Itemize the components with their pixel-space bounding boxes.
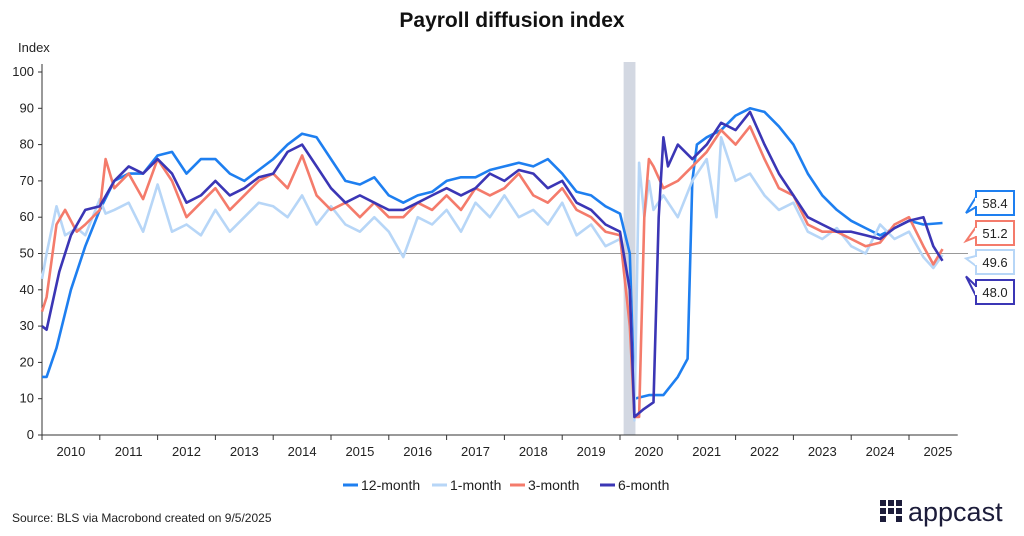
y-tick-label: 70 <box>20 173 34 188</box>
appcast-logo: appcast <box>880 497 1003 527</box>
end-value-label: 58.4 <box>965 190 1015 216</box>
legend-label: 3-month <box>528 477 579 493</box>
label-value: 48.0 <box>982 285 1007 300</box>
legend-item-6-month: 6-month <box>600 477 669 493</box>
x-tick-label: 2018 <box>519 444 548 459</box>
label-gap <box>975 257 978 265</box>
logo-dot <box>888 500 894 506</box>
legend-label: 1-month <box>450 477 501 493</box>
y-tick-label: 10 <box>20 391 34 406</box>
y-tick-label: 80 <box>20 137 34 152</box>
x-tick-label: 2014 <box>288 444 317 459</box>
end-value-label: 48.0 <box>965 275 1015 305</box>
label-gap <box>975 198 978 206</box>
label-pointer <box>965 275 977 297</box>
x-tick-label: 2025 <box>923 444 952 459</box>
end-value-label: 49.6 <box>963 249 1015 275</box>
logo-dot <box>880 500 886 506</box>
legend-item-3-month: 3-month <box>510 477 579 493</box>
x-tick-label: 2024 <box>866 444 895 459</box>
series-line-1-month <box>40 136 944 422</box>
x-tick-label: 2020 <box>634 444 663 459</box>
logo-text: appcast <box>908 497 1003 527</box>
y-tick-label: 20 <box>20 354 34 369</box>
logo-dot <box>896 516 902 522</box>
y-tick-label: 50 <box>20 246 34 261</box>
x-tick-label: 2017 <box>461 444 490 459</box>
y-axis-label: Index <box>18 40 50 55</box>
series-line-12-month <box>42 107 943 400</box>
logo-dot <box>896 500 902 506</box>
source-note: Source: BLS via Macrobond created on 9/5… <box>12 511 272 525</box>
y-tick-label: 0 <box>27 427 34 442</box>
y-tick-label: 100 <box>12 64 34 79</box>
legend-label: 12-month <box>361 477 420 493</box>
x-tick-label: 2011 <box>115 444 143 459</box>
x-tick-label: 2012 <box>172 444 201 459</box>
label-value: 58.4 <box>982 196 1007 211</box>
label-pointer <box>965 196 977 214</box>
end-value-label: 51.2 <box>963 220 1015 246</box>
x-tick-label: 2022 <box>750 444 779 459</box>
x-tick-label: 2019 <box>577 444 606 459</box>
legend-item-1-month: 1-month <box>432 477 501 493</box>
y-tick-label: 40 <box>20 282 34 297</box>
logo-dot <box>880 508 886 514</box>
x-tick-label: 2021 <box>692 444 721 459</box>
x-tick-label: 2015 <box>345 444 374 459</box>
label-value: 51.2 <box>982 226 1007 241</box>
label-pointer <box>963 255 977 267</box>
series-line-6-month <box>41 110 944 419</box>
y-tick-label: 90 <box>20 100 34 115</box>
label-gap <box>975 287 978 295</box>
legend-label: 6-month <box>618 477 669 493</box>
y-tick-label: 60 <box>20 209 34 224</box>
y-tick-label: 30 <box>20 318 34 333</box>
series-line-3-month <box>40 125 944 419</box>
legend-item-12-month: 12-month <box>343 477 420 493</box>
x-tick-label: 2010 <box>56 444 85 459</box>
label-gap <box>975 228 978 236</box>
logo-dot <box>896 508 902 514</box>
logo-dot <box>880 516 886 522</box>
logo-mark-icon <box>880 500 902 522</box>
logo-dot <box>888 508 894 514</box>
x-tick-label: 2013 <box>230 444 259 459</box>
x-tick-label: 2023 <box>808 444 837 459</box>
x-tick-label: 2016 <box>403 444 432 459</box>
label-pointer <box>963 226 977 244</box>
chart-title: Payroll diffusion index <box>399 9 625 32</box>
label-value: 49.6 <box>982 255 1007 270</box>
